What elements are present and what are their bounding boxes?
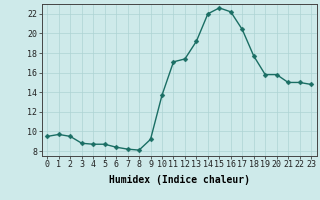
X-axis label: Humidex (Indice chaleur): Humidex (Indice chaleur) — [109, 175, 250, 185]
